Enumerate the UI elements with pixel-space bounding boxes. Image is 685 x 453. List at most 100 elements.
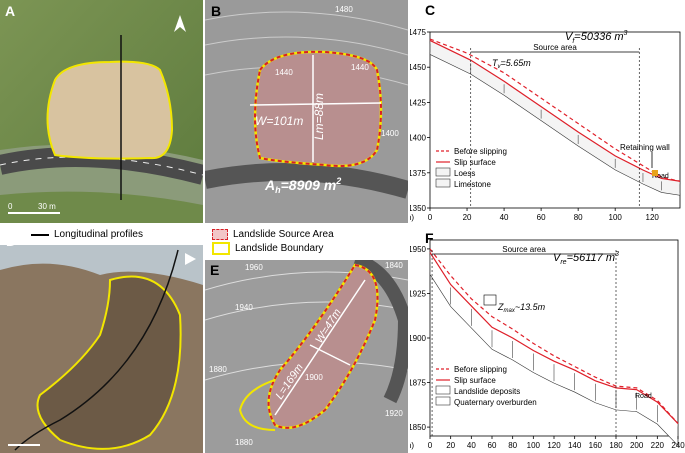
x-tick-label: 140 xyxy=(568,441,582,450)
source-area-label: Source area xyxy=(533,43,577,52)
contour-label: 1880 xyxy=(209,365,227,374)
zmax-box xyxy=(483,294,497,306)
contour-label: 1480 xyxy=(335,5,353,14)
panel-label-a: A xyxy=(5,3,16,19)
legend-label: Loess xyxy=(454,169,475,178)
y-tick-label: 1875 xyxy=(410,379,427,388)
contour-label: 1960 xyxy=(245,263,263,272)
panel-e-hillshade: L=169m W=47m 1960 1940 1880 1900 1840 19… xyxy=(205,260,408,453)
x-tick-label: 220 xyxy=(651,441,665,450)
panel-d-oblique-photo: D xyxy=(0,245,203,453)
volume-label: Vre=56117 m3 xyxy=(553,251,619,266)
series-line-0 xyxy=(429,248,679,424)
y-tick-label: 1950 xyxy=(410,245,427,254)
panel-c-profile-chart: 0 20 40 60 80 100 120 1350 1375 1400 1425 1450 1475 (… xyxy=(410,0,685,224)
legend-label: Limestone xyxy=(454,180,491,189)
source-area-label: Source area xyxy=(502,245,546,254)
profile-line-d xyxy=(14,249,179,451)
road-label: Road xyxy=(635,393,652,400)
road-label: Road xyxy=(652,173,669,180)
x-tick-label: 100 xyxy=(609,213,623,222)
contour-label: 1940 xyxy=(235,303,253,312)
thickness-label: Tv=5.65m xyxy=(492,58,531,70)
legend-swatch xyxy=(435,167,451,177)
legend-label: Slip surface xyxy=(454,158,496,167)
panel-label-d: D xyxy=(6,245,16,249)
contour-label: 1440 xyxy=(351,63,369,72)
y-tick-label: 1375 xyxy=(410,169,427,178)
panel-a-aerial-photo: 0 30 m A xyxy=(0,0,203,223)
y-tick-label: 1900 xyxy=(410,334,427,343)
legend-label: Before slipping xyxy=(454,365,507,374)
zmax-label: Zmax~13.5m xyxy=(497,302,546,314)
chart-f-svg: 0 20 40 60 80 100 120 140 160 180 200 220 240 1850 187… xyxy=(410,239,685,450)
x-tick-label: 60 xyxy=(537,213,546,222)
contour-label: 1840 xyxy=(385,261,403,270)
x-unit-label: (m) xyxy=(410,213,414,222)
x-tick-label: 80 xyxy=(574,213,583,222)
north-arrow-icon xyxy=(185,253,196,265)
legend-profiles: Longitudinal profiles xyxy=(31,229,143,240)
legend-label: Slip surface xyxy=(454,376,496,385)
x-tick-label: 120 xyxy=(547,441,561,450)
legend-mid: Longitudinal profiles Landslide Source A… xyxy=(31,227,382,257)
panel-b-image: W=101m Lm=88m Ah=8909 m2 1440 1440 1400 … xyxy=(205,0,408,223)
area-label: Ah=8909 m2 xyxy=(264,176,341,195)
legend-swatch xyxy=(435,385,451,395)
legend-profiles-label: Longitudinal profiles xyxy=(54,229,143,240)
panel-label-f: F xyxy=(425,230,434,246)
scale-zero: 0 xyxy=(8,202,13,211)
legend-label: Landslide deposits xyxy=(454,387,520,396)
x-tick-label: 160 xyxy=(589,441,603,450)
panel-label-e: E xyxy=(210,262,220,278)
x-tick-label: 40 xyxy=(467,441,476,450)
geology-band xyxy=(429,251,679,447)
panel-label-c: C xyxy=(425,2,436,18)
volume-label: Vf=50336 m3 xyxy=(565,30,628,45)
legend-swatch xyxy=(435,178,451,188)
legend-source: Landslide Source Area xyxy=(212,227,382,241)
panel-d-image xyxy=(0,245,203,453)
y-tick-label: 1400 xyxy=(410,134,427,143)
plot-frame xyxy=(429,31,681,209)
x-tick-label: 0 xyxy=(428,441,433,450)
y-tick-label: 1450 xyxy=(410,63,427,72)
legend-boundary-label: Landslide Boundary xyxy=(235,242,324,254)
landslide-boundary xyxy=(46,60,174,160)
x-tick-label: 80 xyxy=(508,441,517,450)
y-tick-label: 1350 xyxy=(410,204,427,213)
retaining-wall-label: Retaining wall xyxy=(620,143,670,152)
panel-f-profile-chart: 0 20 40 60 80 100 120 140 160 180 200 220 240 1850 187… xyxy=(410,226,685,453)
panel-label-b: B xyxy=(211,3,222,19)
legend-source-label: Landslide Source Area xyxy=(233,228,334,240)
legend-swatch xyxy=(435,396,451,406)
x-tick-label: 180 xyxy=(609,441,623,450)
x-tick-label: 120 xyxy=(646,213,660,222)
legend-boundary: Landslide Boundary xyxy=(212,241,382,255)
landslide-boundary xyxy=(36,275,182,450)
x-tick-label: 20 xyxy=(446,441,455,450)
y-tick-label: 1475 xyxy=(410,28,427,37)
contour-label: 1900 xyxy=(305,373,323,382)
y-tick-label: 1850 xyxy=(410,423,427,432)
x-tick-label: 240 xyxy=(671,441,685,450)
x-tick-label: 0 xyxy=(428,213,433,222)
x-tick-label: 40 xyxy=(500,213,509,222)
contour-label: 1440 xyxy=(275,68,293,77)
x-tick-label: 20 xyxy=(463,213,472,222)
chart-c-svg: 0 20 40 60 80 100 120 1350 1375 1400 1425 1450 1475 (… xyxy=(410,28,681,222)
boundary-swatch xyxy=(212,241,230,255)
contour-label: 1920 xyxy=(385,409,403,418)
north-arrow-icon xyxy=(174,15,186,32)
length-label: Lm=88m xyxy=(312,93,326,140)
panel-a-image: 0 30 m xyxy=(0,0,203,223)
y-tick-label: 1925 xyxy=(410,289,427,298)
scale-label: 30 m xyxy=(38,202,56,211)
x-unit-label: (m) xyxy=(410,441,414,450)
retaining-wall-block xyxy=(652,170,658,176)
y-tick-label: 1425 xyxy=(410,98,427,107)
width-label: W=101m xyxy=(255,114,303,128)
legend-label: Quaternary overburden xyxy=(454,398,537,407)
legend-label: Before slipping xyxy=(454,147,507,156)
source-swatch xyxy=(212,228,228,240)
